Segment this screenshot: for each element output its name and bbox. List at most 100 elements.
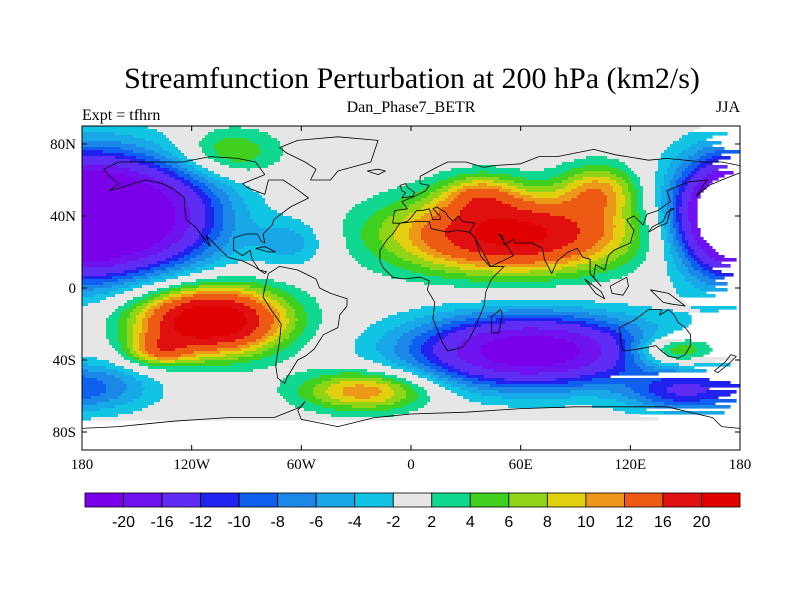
contour-cell [646, 363, 659, 367]
contour-cell [211, 243, 227, 247]
contour-cell [667, 192, 674, 196]
contour-cell [601, 237, 614, 241]
contour-cell [625, 354, 635, 358]
contour-cell [457, 330, 494, 334]
contour-cell [481, 324, 581, 328]
contour-cell [409, 345, 422, 349]
contour-cell [673, 384, 701, 388]
contour-cell [313, 255, 353, 259]
contour-cell [676, 213, 683, 217]
contour-cell [610, 279, 671, 283]
contour-cell [661, 228, 668, 232]
contour-cell [214, 222, 224, 226]
contour-cell [457, 174, 512, 178]
contour-cell [640, 357, 647, 361]
colorbar-label: 4 [466, 514, 475, 531]
contour-cell [361, 264, 395, 268]
contour-cell [409, 234, 422, 238]
contour-cell [604, 207, 617, 211]
contour-cell [637, 198, 644, 202]
contour-cell [199, 246, 209, 250]
contour-cell [316, 411, 410, 415]
contour-cell [82, 258, 110, 262]
contour-cell [196, 261, 215, 265]
contour-cell [715, 273, 734, 277]
contour-cell [88, 369, 119, 373]
contour-cell [208, 237, 218, 241]
contour-cell [307, 318, 323, 322]
contour-cell [295, 327, 305, 331]
contour-cell [154, 297, 164, 301]
contour-cell [343, 228, 362, 232]
contour-cell [142, 393, 164, 397]
contour-cell [181, 150, 203, 154]
contour-cell [214, 210, 224, 214]
contour-cell [610, 327, 626, 331]
contour-cell [160, 294, 170, 298]
contour-cell [682, 174, 689, 178]
contour-cell [136, 351, 143, 355]
contour-cell [157, 288, 170, 292]
contour-cell [106, 333, 119, 337]
contour-cell [676, 195, 683, 199]
contour-cell [673, 201, 677, 205]
contour-cell [196, 255, 212, 259]
contour-cell [103, 150, 134, 154]
contour-cell [307, 324, 320, 328]
colorbar-swatch [123, 492, 163, 508]
contour-cell [262, 351, 278, 355]
contour-cell [466, 318, 497, 322]
contour-cell [514, 180, 563, 184]
contour-cell [661, 225, 665, 229]
contour-cell [685, 231, 692, 235]
contour-cell [193, 189, 203, 193]
contour-cell [331, 384, 356, 388]
contour-cell [451, 390, 470, 394]
contour-cell [271, 297, 284, 301]
contour-cell [271, 285, 296, 289]
contour-cell [670, 231, 677, 235]
contour-cell [82, 330, 107, 334]
contour-cell [625, 363, 638, 367]
contour-cell [382, 390, 395, 394]
contour-cell [193, 294, 239, 298]
contour-cell [412, 243, 428, 247]
contour-cell [136, 267, 152, 271]
contour-cell [190, 258, 206, 262]
contour-cell [163, 300, 173, 304]
contour-cell [451, 327, 467, 331]
contour-cell [82, 417, 92, 421]
contour-cell [469, 372, 521, 376]
contour-cell [673, 192, 680, 196]
contour-cell [118, 324, 128, 328]
contour-cell [148, 303, 158, 307]
contour-cell [304, 330, 317, 334]
contour-cell [436, 378, 449, 382]
contour-cell [415, 318, 443, 322]
contour-cell [214, 144, 260, 148]
contour-cell [256, 309, 269, 313]
contour-cell [628, 273, 668, 277]
contour-cell [316, 297, 683, 301]
contour-cell [619, 318, 647, 322]
contour-cell [142, 321, 149, 325]
contour-cell [625, 228, 635, 232]
colorbar-label: 16 [654, 514, 672, 531]
contour-cell [172, 243, 194, 247]
contour-cell [661, 153, 680, 157]
contour-cell [253, 330, 269, 334]
contour-cell [676, 210, 680, 214]
contour-cell [415, 357, 428, 361]
contour-cell [706, 153, 722, 157]
contour-cell [82, 201, 173, 205]
contour-cell [442, 318, 467, 322]
contour-cell [82, 198, 170, 202]
contour-cell [676, 168, 686, 172]
contour-cell [580, 324, 599, 328]
contour-cell [550, 213, 605, 217]
contour-cell [121, 393, 143, 397]
contour-cell [166, 195, 182, 199]
contour-cell [217, 186, 233, 190]
contour-cell [427, 186, 443, 190]
contour-cell [280, 342, 293, 346]
